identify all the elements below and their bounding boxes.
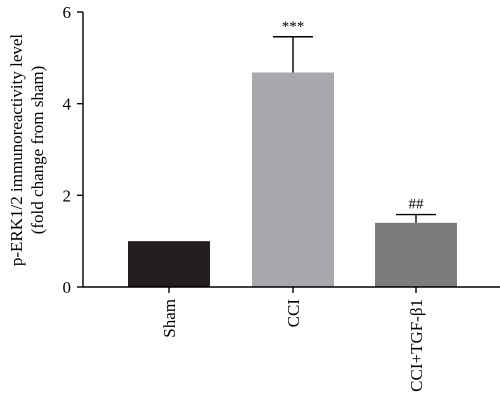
bar-1 [128,241,210,287]
significance-label-2: *** [282,19,305,35]
y-tick-label-2: 2 [63,186,72,205]
bar-3 [375,222,457,287]
bar-2 [252,72,334,287]
y-axis-label-line1: p-ERK1/2 immunoreactivity level [7,34,26,267]
category-label-3: CCI+TGF-β1 [407,299,426,392]
y-tick-label-6: 6 [63,3,72,22]
y-axis-label: p-ERK1/2 immunoreactivity level (fold ch… [7,34,47,267]
category-label-2: CCI [284,299,303,328]
category-label-1: Sham [160,299,179,338]
y-axis-label-line2: (fold change from sham) [28,66,47,235]
plot-area: Sham *** CCI ## CCI+TGF-β1 0 2 4 6 [63,3,500,392]
y-tick-label-0: 0 [63,278,72,297]
significance-label-3: ## [409,197,425,213]
y-tick-label-4: 4 [63,95,72,114]
